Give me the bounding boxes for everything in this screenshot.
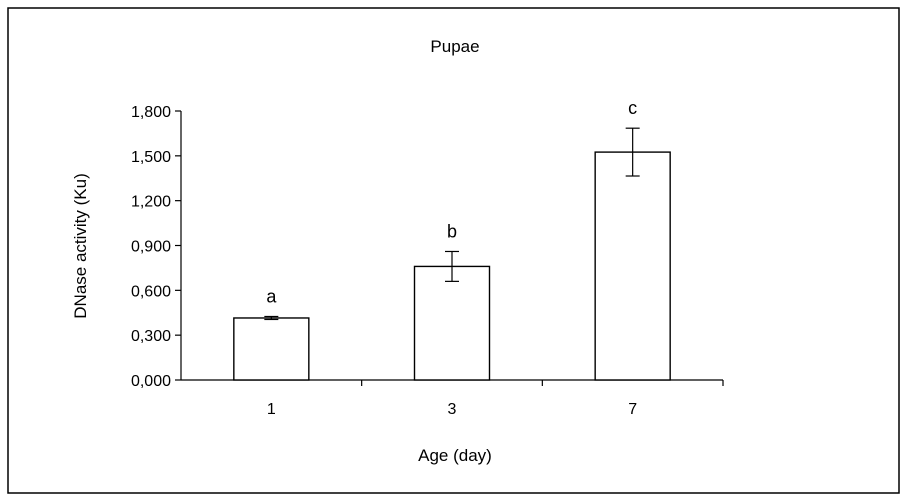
chart-border bbox=[7, 7, 900, 494]
plot-area: 0,000 0,300 0,600 0,900 1,200 1,500 1,800 a 1 b 3 c… bbox=[131, 98, 724, 418]
data-label: b bbox=[447, 221, 457, 241]
y-tick-label: 1,200 bbox=[131, 194, 171, 211]
bar bbox=[233, 317, 310, 381]
y-tick-label: 0,600 bbox=[131, 283, 171, 300]
data-label: c bbox=[628, 98, 637, 118]
x-axis-label: Age (day) bbox=[418, 446, 492, 465]
x-tick-label: 7 bbox=[628, 401, 637, 418]
y-axis-label: DNase activity (Ku) bbox=[71, 173, 90, 318]
y-tick-label: 1,800 bbox=[131, 104, 171, 121]
y-tick-label: 0,300 bbox=[131, 328, 171, 345]
chart-title: Pupae bbox=[430, 37, 479, 56]
x-tick-label: 1 bbox=[267, 401, 276, 418]
bar bbox=[594, 151, 671, 381]
y-tick-label: 0,900 bbox=[131, 239, 171, 256]
data-label: a bbox=[266, 286, 277, 306]
y-tick-label: 1,500 bbox=[131, 149, 171, 166]
y-tick-label: 0,000 bbox=[131, 373, 171, 390]
x-tick-label: 3 bbox=[448, 401, 457, 418]
bar bbox=[413, 265, 491, 381]
